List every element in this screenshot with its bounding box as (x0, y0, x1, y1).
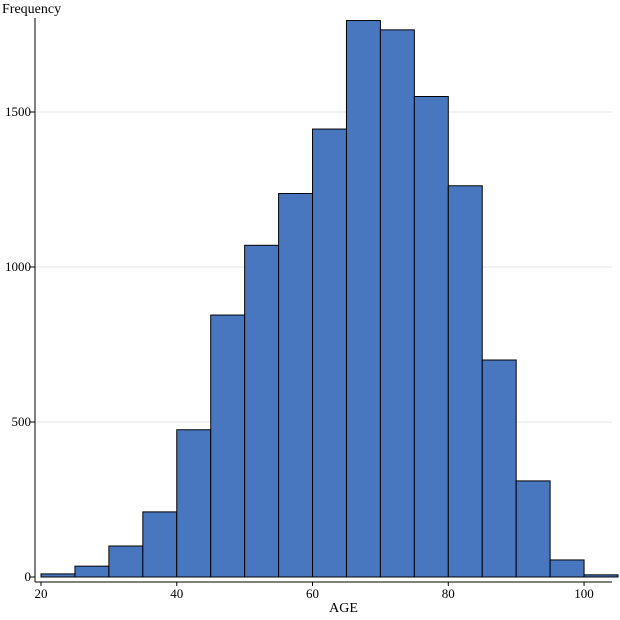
bar-85-90 (481, 359, 517, 578)
bar-90-95 (515, 480, 551, 578)
x-tick-label-60: 60 (306, 586, 319, 601)
bar-40-45 (176, 429, 212, 578)
x-axis-title: AGE (329, 601, 358, 616)
y-axis-title: Frequency (2, 2, 61, 17)
x-tick-label-100: 100 (574, 586, 594, 601)
bar-95-100 (549, 559, 585, 578)
bars (40, 20, 619, 578)
bar-25-30 (74, 565, 110, 578)
bar-100-105 (583, 574, 619, 578)
x-tick-label-80: 80 (442, 586, 455, 601)
bar-20-25 (40, 573, 76, 578)
bar-45-50 (210, 314, 246, 578)
y-tick-label-1500: 1500 (5, 104, 31, 119)
y-tick-label-0: 0 (25, 569, 32, 584)
bar-65-70 (345, 20, 381, 578)
x-tick-label-20: 20 (35, 586, 48, 601)
y-tick-label-1000: 1000 (5, 259, 31, 274)
bar-30-35 (108, 545, 144, 578)
bar-35-40 (142, 511, 178, 578)
bar-80-85 (447, 185, 483, 578)
bar-70-75 (379, 29, 415, 578)
y-tick-label-500: 500 (12, 414, 32, 429)
x-axis-ticks: 20 40 60 80 100 (35, 582, 594, 601)
y-axis-ticks: 0 500 1000 1500 (5, 104, 35, 584)
bar-75-80 (413, 96, 449, 578)
bar-60-65 (312, 128, 347, 578)
x-tick-label-40: 40 (170, 586, 183, 601)
bar-50-55 (244, 244, 280, 578)
bar-55-60 (278, 193, 314, 578)
